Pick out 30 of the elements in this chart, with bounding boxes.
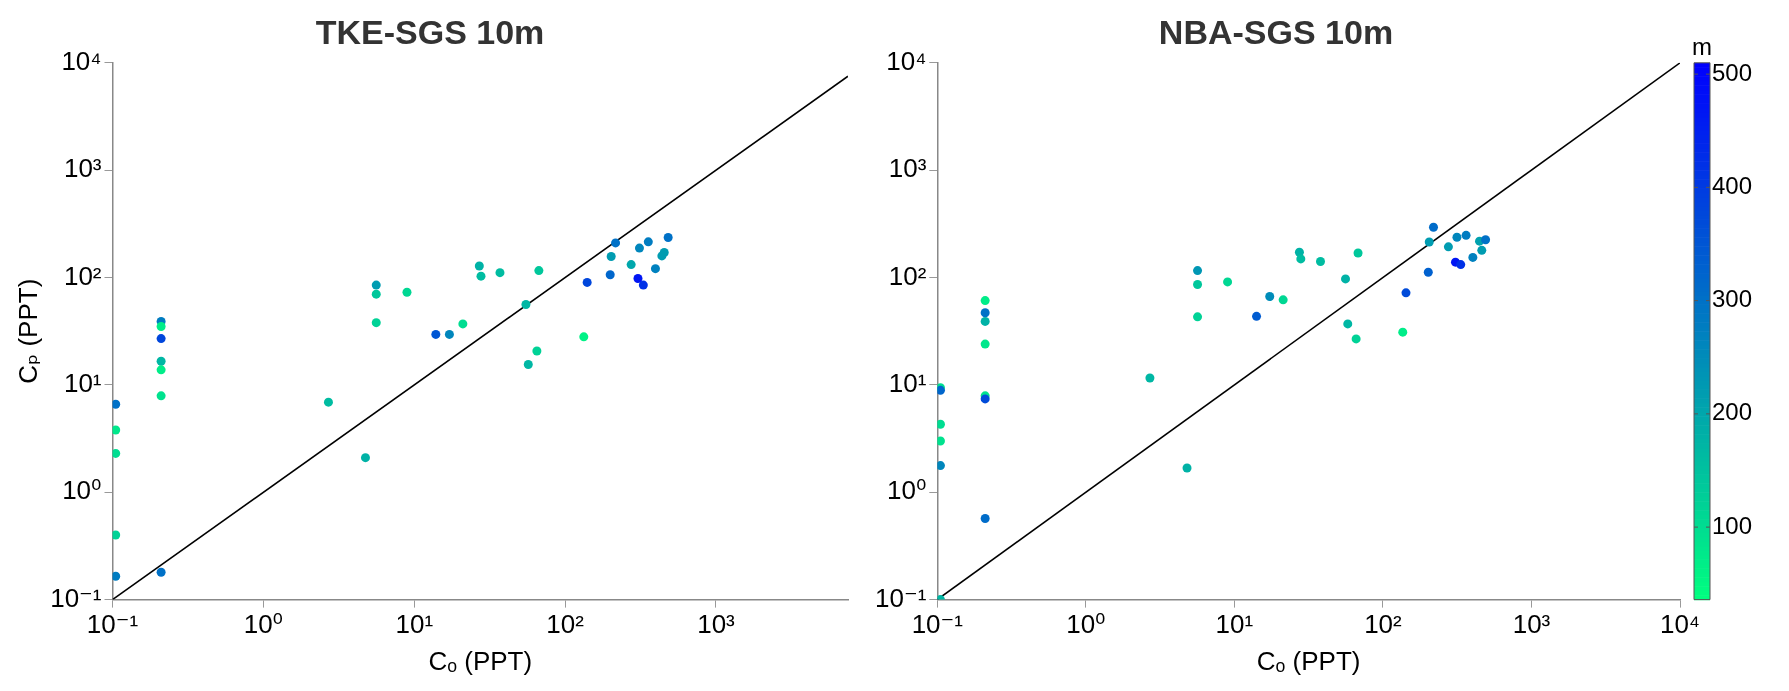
color-bar-label: 400	[1712, 172, 1753, 199]
chart-title: NBA-SGS 10m	[1158, 12, 1394, 51]
x-tick-label: 10³	[697, 609, 736, 640]
color-bar-label: 500	[1712, 58, 1753, 86]
y-tick-label: 10⁴	[61, 45, 102, 76]
color-bar-label: 100	[1712, 511, 1753, 539]
y-tick-label: 10¹	[63, 368, 102, 399]
y-tick-label: 10⁰	[62, 475, 102, 506]
x-tick-label: 10²	[1364, 609, 1403, 640]
x-axis-title: Cₒ (PPT)	[428, 645, 533, 676]
y-tick-label: 10²	[63, 260, 102, 291]
y-tick-label: 10⁴	[886, 45, 927, 76]
color-bar-label: 300	[1712, 285, 1753, 313]
y-tick-label: 10²	[888, 260, 927, 291]
y-tick-label: 10⁰	[886, 475, 927, 506]
color-bar-title: m	[1692, 33, 1712, 61]
y-tick-label: 10³	[63, 153, 102, 184]
x-tick-label: 10²	[546, 609, 585, 640]
x-tick-label: 10⁰	[243, 609, 284, 640]
x-tick-label: 10³	[1512, 609, 1551, 640]
y-tick-label: 10¹	[888, 368, 927, 399]
x-axis-title: Cₒ (PPT)	[1256, 645, 1361, 676]
x-tick-label: 10⁰	[1066, 609, 1106, 640]
x-tick-label: 10¹	[395, 609, 434, 640]
color-bar-label: 200	[1712, 398, 1753, 426]
y-tick-label: 10³	[888, 153, 927, 184]
x-tick-label: 10⁴	[1659, 609, 1701, 640]
y-axis-title: Cₚ (PPT)	[12, 278, 43, 384]
x-tick-label: 10¹	[1215, 609, 1254, 640]
chart-title: TKE-SGS 10m	[315, 12, 545, 51]
